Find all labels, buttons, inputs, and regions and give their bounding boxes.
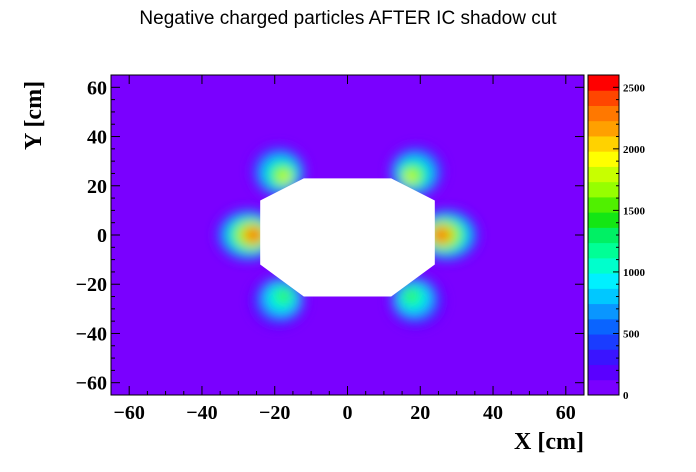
color-scale-bar: 0 500 1000 1500 2000 2500	[587, 74, 646, 402]
x-tick-label: −60	[113, 402, 144, 424]
color-scale-segment	[588, 364, 619, 381]
y-tick-label: 0	[97, 225, 107, 247]
color-scale-segment	[588, 242, 619, 259]
color-scale-segment	[588, 227, 619, 244]
color-scale-segment	[588, 75, 619, 91]
x-tick-label: −20	[259, 402, 290, 424]
y-tick-label: 20	[87, 176, 107, 198]
hotspot	[250, 275, 306, 328]
color-scale-segment	[588, 212, 619, 228]
color-scale-segment	[588, 257, 619, 274]
y-tick-label: 60	[87, 77, 107, 99]
y-tick-label: −20	[76, 274, 107, 296]
heat-layer	[216, 145, 479, 328]
color-scale-label: 1500	[623, 205, 646, 217]
x-tick-label: 60	[556, 402, 576, 424]
color-scale-segment	[588, 196, 619, 213]
chart-title: Negative charged particles AFTER IC shad…	[139, 8, 557, 29]
color-scale-segment	[588, 318, 619, 335]
color-scale-segment	[588, 120, 619, 137]
y-tick-label: 40	[87, 127, 107, 149]
y-axis: −60 −40 −20 0 20 40 60	[76, 74, 584, 396]
color-scale-segment	[588, 135, 619, 152]
color-scale-segment	[588, 181, 619, 198]
x-axis-title: X [cm]	[514, 429, 584, 455]
plot-area: −60 −40 −20 0 20 40 60 −60 −40 −20 0 20 40 60	[76, 74, 585, 424]
x-axis: −60 −40 −20 0 20 40 60	[110, 75, 585, 424]
y-tick-label: −40	[76, 323, 107, 345]
color-scale-segment	[588, 105, 619, 122]
y-tick-label: −60	[76, 373, 107, 395]
color-scale-label: 0	[623, 390, 629, 402]
color-scale-label: 2000	[623, 144, 646, 156]
x-tick-label: 20	[410, 402, 430, 424]
hotspot	[250, 145, 306, 197]
color-scale-segment	[588, 379, 619, 396]
color-scale-segment	[588, 349, 619, 366]
color-scale-segment	[588, 288, 619, 305]
y-axis-title: Y [cm]	[21, 81, 47, 150]
color-scale-segment	[588, 334, 619, 350]
color-scale-label: 500	[623, 328, 640, 340]
x-tick-label: 40	[483, 402, 503, 424]
color-scale-segment	[588, 166, 619, 183]
color-scale-segment	[588, 151, 619, 167]
color-scale-label: 2500	[623, 82, 646, 94]
color-scale-segment	[588, 273, 619, 289]
hotspot	[389, 275, 445, 328]
hotspot	[389, 145, 445, 197]
excluded-region	[260, 178, 435, 297]
x-tick-label: 0	[343, 402, 353, 424]
x-tick-label: −40	[186, 402, 217, 424]
color-scale-segment	[588, 303, 619, 320]
color-scale-label: 1000	[623, 267, 646, 279]
color-scale-segment	[588, 90, 619, 106]
